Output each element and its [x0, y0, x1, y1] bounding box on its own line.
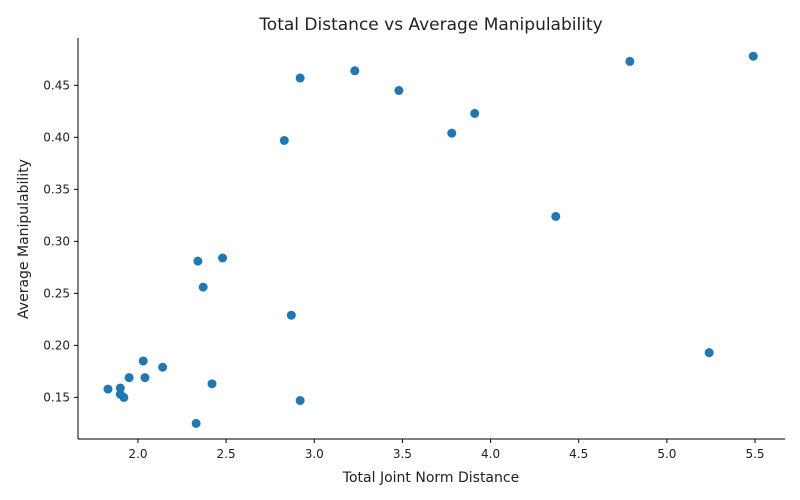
data-point	[140, 373, 150, 383]
y-tick-label: 0.35	[43, 182, 70, 196]
data-point	[470, 108, 480, 118]
x-axis-ticks: 2.0 2.5 3.0 3.5 4.0 4.5 5.0 5.5	[128, 439, 765, 461]
data-point	[138, 356, 148, 366]
data-point	[207, 379, 217, 389]
data-point	[704, 348, 714, 358]
data-point	[119, 392, 129, 402]
data-point	[286, 310, 296, 320]
x-tick-label: 5.0	[657, 447, 676, 461]
y-tick-label: 0.30	[43, 234, 70, 248]
data-point	[191, 418, 201, 428]
data-point	[551, 211, 561, 221]
data-point	[394, 86, 404, 96]
x-tick-label: 5.5	[745, 447, 764, 461]
chart-title: Total Distance vs Average Manipulability	[258, 15, 602, 35]
data-point	[295, 396, 305, 406]
x-tick-label: 4.0	[481, 447, 500, 461]
x-tick-label: 3.0	[305, 447, 324, 461]
x-tick-label: 2.0	[128, 447, 147, 461]
y-tick-label: 0.15	[43, 390, 70, 404]
data-point	[625, 56, 635, 66]
data-points	[103, 51, 758, 428]
data-point	[748, 51, 758, 61]
data-point	[124, 373, 134, 383]
x-tick-label: 3.5	[393, 447, 412, 461]
y-tick-label: 0.20	[43, 338, 70, 352]
y-tick-label: 0.40	[43, 130, 70, 144]
data-point	[279, 135, 289, 145]
plot-area: 2.0 2.5 3.0 3.5 4.0 4.5 5.0 5.5 0.15 0.20 0.25 0.3…	[43, 38, 785, 461]
data-point	[218, 253, 228, 263]
y-tick-label: 0.25	[43, 286, 70, 300]
x-tick-label: 4.5	[569, 447, 588, 461]
y-axis-label: Average Manipulability	[16, 159, 32, 319]
data-point	[198, 282, 208, 292]
data-point	[295, 73, 305, 83]
data-point	[193, 256, 203, 266]
data-point	[447, 128, 457, 138]
y-tick-label: 0.45	[43, 78, 70, 92]
data-point	[115, 383, 125, 393]
y-axis-ticks: 0.15 0.20 0.25 0.30 0.35 0.40 0.45	[43, 78, 78, 404]
x-axis-label: Total Joint Norm Distance	[342, 470, 519, 486]
data-point	[158, 362, 168, 372]
data-point	[103, 384, 113, 394]
data-point	[350, 66, 360, 76]
x-tick-label: 2.5	[217, 447, 236, 461]
